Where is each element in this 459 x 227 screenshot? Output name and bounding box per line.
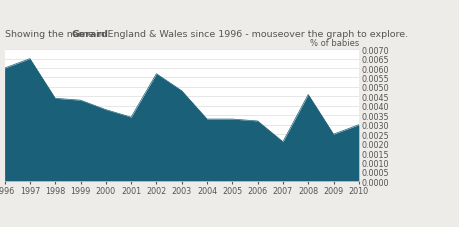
- Text: in England & Wales since 1996 - mouseover the graph to explore.: in England & Wales since 1996 - mouseove…: [93, 30, 408, 39]
- Text: Showing the name: Showing the name: [5, 30, 96, 39]
- Text: Gerard: Gerard: [71, 30, 108, 39]
- Text: % of babies: % of babies: [309, 38, 358, 47]
